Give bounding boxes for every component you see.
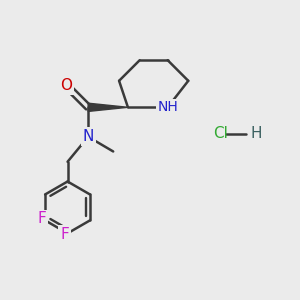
Text: F: F	[38, 212, 46, 226]
Text: Cl: Cl	[213, 126, 228, 141]
Text: N: N	[82, 129, 94, 144]
Polygon shape	[88, 103, 128, 111]
Text: H: H	[250, 126, 262, 141]
Text: NH: NH	[157, 100, 178, 114]
Text: F: F	[60, 227, 69, 242]
Text: O: O	[60, 78, 72, 93]
